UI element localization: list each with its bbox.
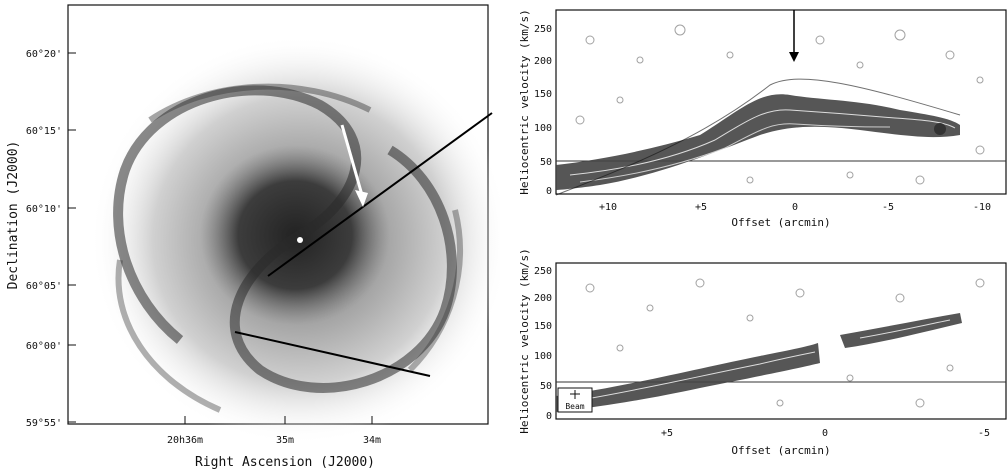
pv-top-ytick: 50 — [540, 157, 552, 168]
ra-tick-label: 20h36m — [167, 435, 203, 446]
black-arrow-icon — [789, 10, 799, 62]
pv-bottom-figure: Beam 0 50 100 150 200 250 +5 0 -5 Offset… — [518, 248, 1007, 457]
pv-top-xtick: 0 — [792, 202, 798, 213]
pv-top-figure: 0 50 100 150 200 250 +10 +5 0 -5 -10 Off… — [518, 9, 1007, 229]
pv-top-xtick: +5 — [695, 202, 707, 213]
pv-top-ytick: 0 — [546, 186, 552, 197]
pv-bottom-xtick: +5 — [661, 428, 673, 439]
ra-tick-label: 35m — [276, 435, 294, 446]
slit-line-lower — [234, 331, 431, 377]
pv-bottom-xtick: 0 — [822, 428, 828, 439]
pv-top-x-axis: +10 +5 0 -5 -10 — [599, 202, 991, 213]
pv-bottom-ytick: 100 — [534, 351, 552, 362]
pv-top-xtick: -5 — [882, 202, 894, 213]
pv-top-x-label: Offset (arcmin) — [731, 216, 830, 229]
pv-bottom-xtick: -5 — [978, 428, 990, 439]
dec-axis-label: Declination (J2000) — [6, 141, 21, 290]
beam-label: Beam — [565, 402, 584, 411]
pv-bottom-y-axis: 0 50 100 150 200 250 — [534, 266, 552, 422]
pv-bottom-x-axis: +5 0 -5 — [661, 428, 990, 439]
pv-diagram-bottom: Beam 0 50 100 150 200 250 +5 0 -5 Offset… — [500, 238, 1008, 471]
galaxy-image-panel: 60°20' 60°15' 60°10' 60°05' 60°00' 59°55… — [0, 0, 510, 471]
pv-top-xtick: +10 — [599, 202, 617, 213]
pv-bottom-ytick: 150 — [534, 321, 552, 332]
ra-axis: 20h36m 35m 34m — [167, 416, 381, 446]
ra-tick-label: 34m — [363, 435, 381, 446]
dec-tick-label: 60°15' — [26, 126, 62, 137]
pv-diagram-top: 0 50 100 150 200 250 +10 +5 0 -5 -10 Off… — [500, 0, 1008, 238]
slit-line-upper — [267, 112, 493, 277]
galaxy-disk — [90, 35, 510, 445]
pv-bottom-x-label: Offset (arcmin) — [731, 444, 830, 457]
dec-tick-label: 60°00' — [26, 341, 62, 352]
pv-top-ytick: 250 — [534, 24, 552, 35]
pv-bottom-ytick: 200 — [534, 293, 552, 304]
dec-tick-label: 60°05' — [26, 281, 62, 292]
pv-top-xtick: -10 — [973, 202, 991, 213]
pv-bottom-y-label: Heliocentric velocity (km/s) — [518, 248, 531, 433]
dec-axis: 60°20' 60°15' 60°10' 60°05' 60°00' 59°55… — [26, 49, 76, 429]
pv-top-ytick: 200 — [534, 56, 552, 67]
white-arrow-icon — [340, 124, 368, 207]
beam-box: Beam — [557, 387, 593, 413]
ra-axis-label: Right Ascension (J2000) — [195, 455, 375, 470]
pv-top-ytick: 150 — [534, 89, 552, 100]
pv-bottom-ytick: 50 — [540, 381, 552, 392]
pv-bottom-ytick: 0 — [546, 411, 552, 422]
pv-bottom-emission — [556, 278, 985, 412]
dec-tick-label: 60°10' — [26, 204, 62, 215]
dec-tick-label: 59°55' — [26, 418, 62, 429]
dec-tick-label: 60°20' — [26, 49, 62, 60]
galaxy-figure: 60°20' 60°15' 60°10' 60°05' 60°00' 59°55… — [6, 4, 510, 470]
pv-top-y-axis: 0 50 100 150 200 250 — [534, 24, 552, 197]
pv-top-emission — [555, 24, 985, 196]
pv-top-ytick: 100 — [534, 123, 552, 134]
pv-top-y-label: Heliocentric velocity (km/s) — [518, 9, 531, 194]
pv-bottom-ytick: 250 — [534, 266, 552, 277]
